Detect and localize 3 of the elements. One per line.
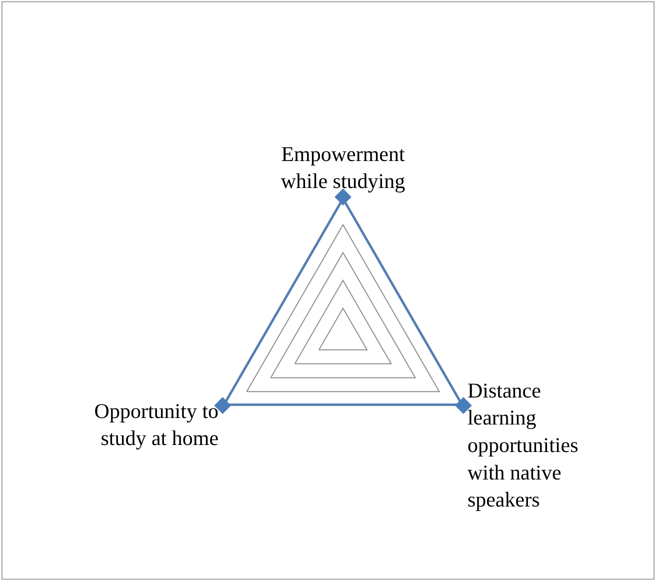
- spoke-label: Opportunity to study at home: [94, 398, 219, 450]
- spoke-label: Empowerment while studying: [280, 142, 406, 194]
- spoke-label: Distance learning opportunities with native speakers: [467, 378, 578, 512]
